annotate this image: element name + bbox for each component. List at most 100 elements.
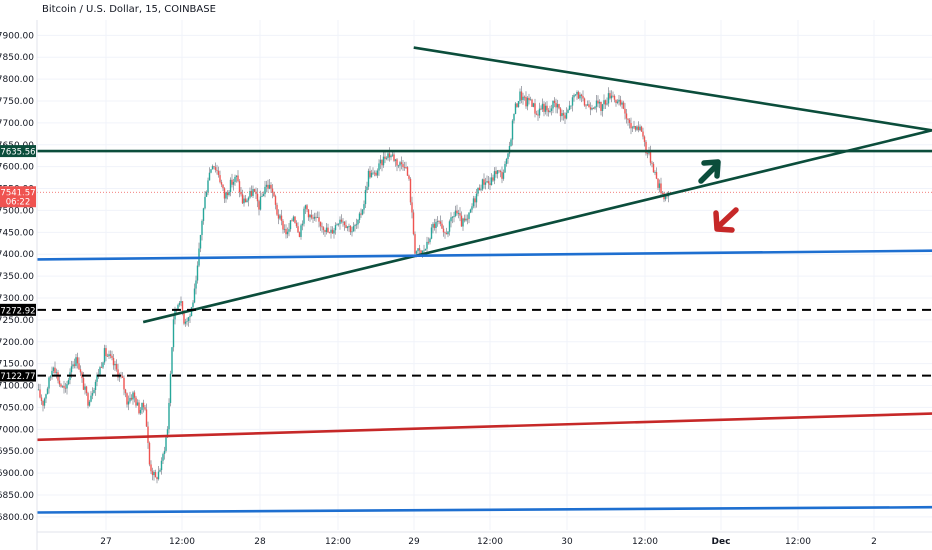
y-tick-label: 7850.00: [0, 53, 34, 63]
candle-down: [433, 223, 436, 229]
candle-up: [249, 190, 251, 198]
candle-up: [436, 221, 439, 223]
candle-down: [588, 104, 590, 108]
candle-up: [493, 171, 496, 181]
candle-up: [517, 101, 520, 107]
time-axis[interactable]: 27 12:00 28 12:00 29 12:00 30 12:00 Dec 12:00 2: [37, 531, 932, 547]
candle-up: [429, 238, 431, 243]
candle-down: [627, 118, 629, 120]
candle-down: [405, 166, 407, 168]
y-tick-label: 7700.00: [0, 119, 34, 129]
candle-up: [301, 223, 304, 226]
candle-down: [142, 402, 145, 408]
candle-down: [403, 166, 406, 168]
candle-down: [111, 355, 113, 358]
candle-down: [87, 393, 89, 406]
price-axis[interactable]: 7900.007850.007800.007750.007700.007650.…: [0, 20, 38, 550]
y-tick-label: 7350.00: [0, 272, 34, 282]
candle-up: [432, 223, 434, 228]
candle-down: [615, 99, 617, 103]
candle-up: [519, 91, 521, 102]
candle-down: [115, 363, 118, 370]
candle-down: [214, 167, 217, 171]
candle-down: [498, 170, 500, 172]
candle-up: [103, 348, 106, 363]
candle-down: [562, 113, 565, 116]
candle-up: [304, 205, 307, 209]
candle-up: [337, 223, 340, 225]
candle-up: [544, 105, 547, 112]
candle-up: [232, 181, 235, 185]
candle-down: [604, 100, 607, 105]
candle-down: [540, 108, 542, 110]
candle-down: [181, 301, 184, 313]
candle-up: [261, 196, 263, 197]
candle-up: [153, 471, 155, 476]
candle-up: [75, 357, 77, 366]
candle-up: [348, 225, 350, 227]
candle-down: [231, 179, 233, 185]
candle-down: [349, 225, 352, 233]
candle-down: [217, 170, 220, 176]
candle-down: [628, 119, 631, 124]
candle-up: [228, 192, 230, 196]
candle-up: [61, 385, 64, 387]
candle-down: [445, 233, 448, 235]
candle-up: [586, 104, 589, 106]
candle-down: [478, 187, 481, 191]
candle-up: [385, 157, 388, 159]
candle-up: [447, 231, 449, 235]
candle-up: [102, 362, 104, 368]
candle-down: [558, 104, 560, 109]
candle-up: [279, 215, 281, 219]
candle-down: [501, 171, 503, 179]
candle-down: [373, 172, 376, 174]
candle-down: [442, 228, 445, 233]
y-tick-label: 7800.00: [0, 75, 34, 85]
candle-down: [535, 113, 538, 115]
candle-down: [651, 162, 653, 164]
y-tick-label: 6800.00: [0, 513, 34, 523]
candle-down: [240, 192, 242, 195]
candle-up: [196, 265, 199, 281]
candle-down: [294, 216, 296, 223]
candle-up: [538, 108, 541, 116]
candle-down: [156, 477, 158, 480]
candle-down: [600, 101, 602, 111]
y-tick-label: 7250.00: [0, 316, 34, 326]
candle-up: [513, 113, 515, 121]
candle-down: [411, 202, 413, 213]
drawing-lines-front: [36, 46, 932, 514]
y-tick-label: 7900.00: [0, 31, 34, 41]
candle-up: [99, 367, 101, 375]
candle-down: [456, 210, 458, 214]
candle-down: [226, 192, 229, 196]
candle-down: [649, 151, 652, 163]
candle-up: [423, 250, 425, 252]
candle-down: [154, 471, 157, 478]
candle-up: [394, 159, 397, 161]
candle-up: [576, 91, 578, 95]
candle-up: [316, 217, 319, 219]
candle-down: [138, 402, 140, 414]
candle-up: [186, 320, 188, 322]
candle-up: [163, 450, 166, 455]
candle-up: [361, 209, 364, 215]
candle-up: [339, 219, 341, 224]
level-7272-badge: [0, 303, 36, 316]
candle-down: [126, 393, 128, 405]
candle-down: [310, 214, 313, 218]
candle-down: [213, 166, 215, 168]
candle-down: [282, 220, 284, 230]
candle-up: [49, 376, 52, 378]
candle-up: [325, 227, 328, 232]
candle-up: [37, 389, 40, 391]
candle-down: [642, 131, 644, 137]
candle-down: [393, 154, 395, 161]
candle-up: [382, 156, 385, 166]
x-tick-label: 12:00: [785, 537, 811, 547]
candle-up: [567, 109, 569, 113]
candle-down: [597, 100, 599, 104]
